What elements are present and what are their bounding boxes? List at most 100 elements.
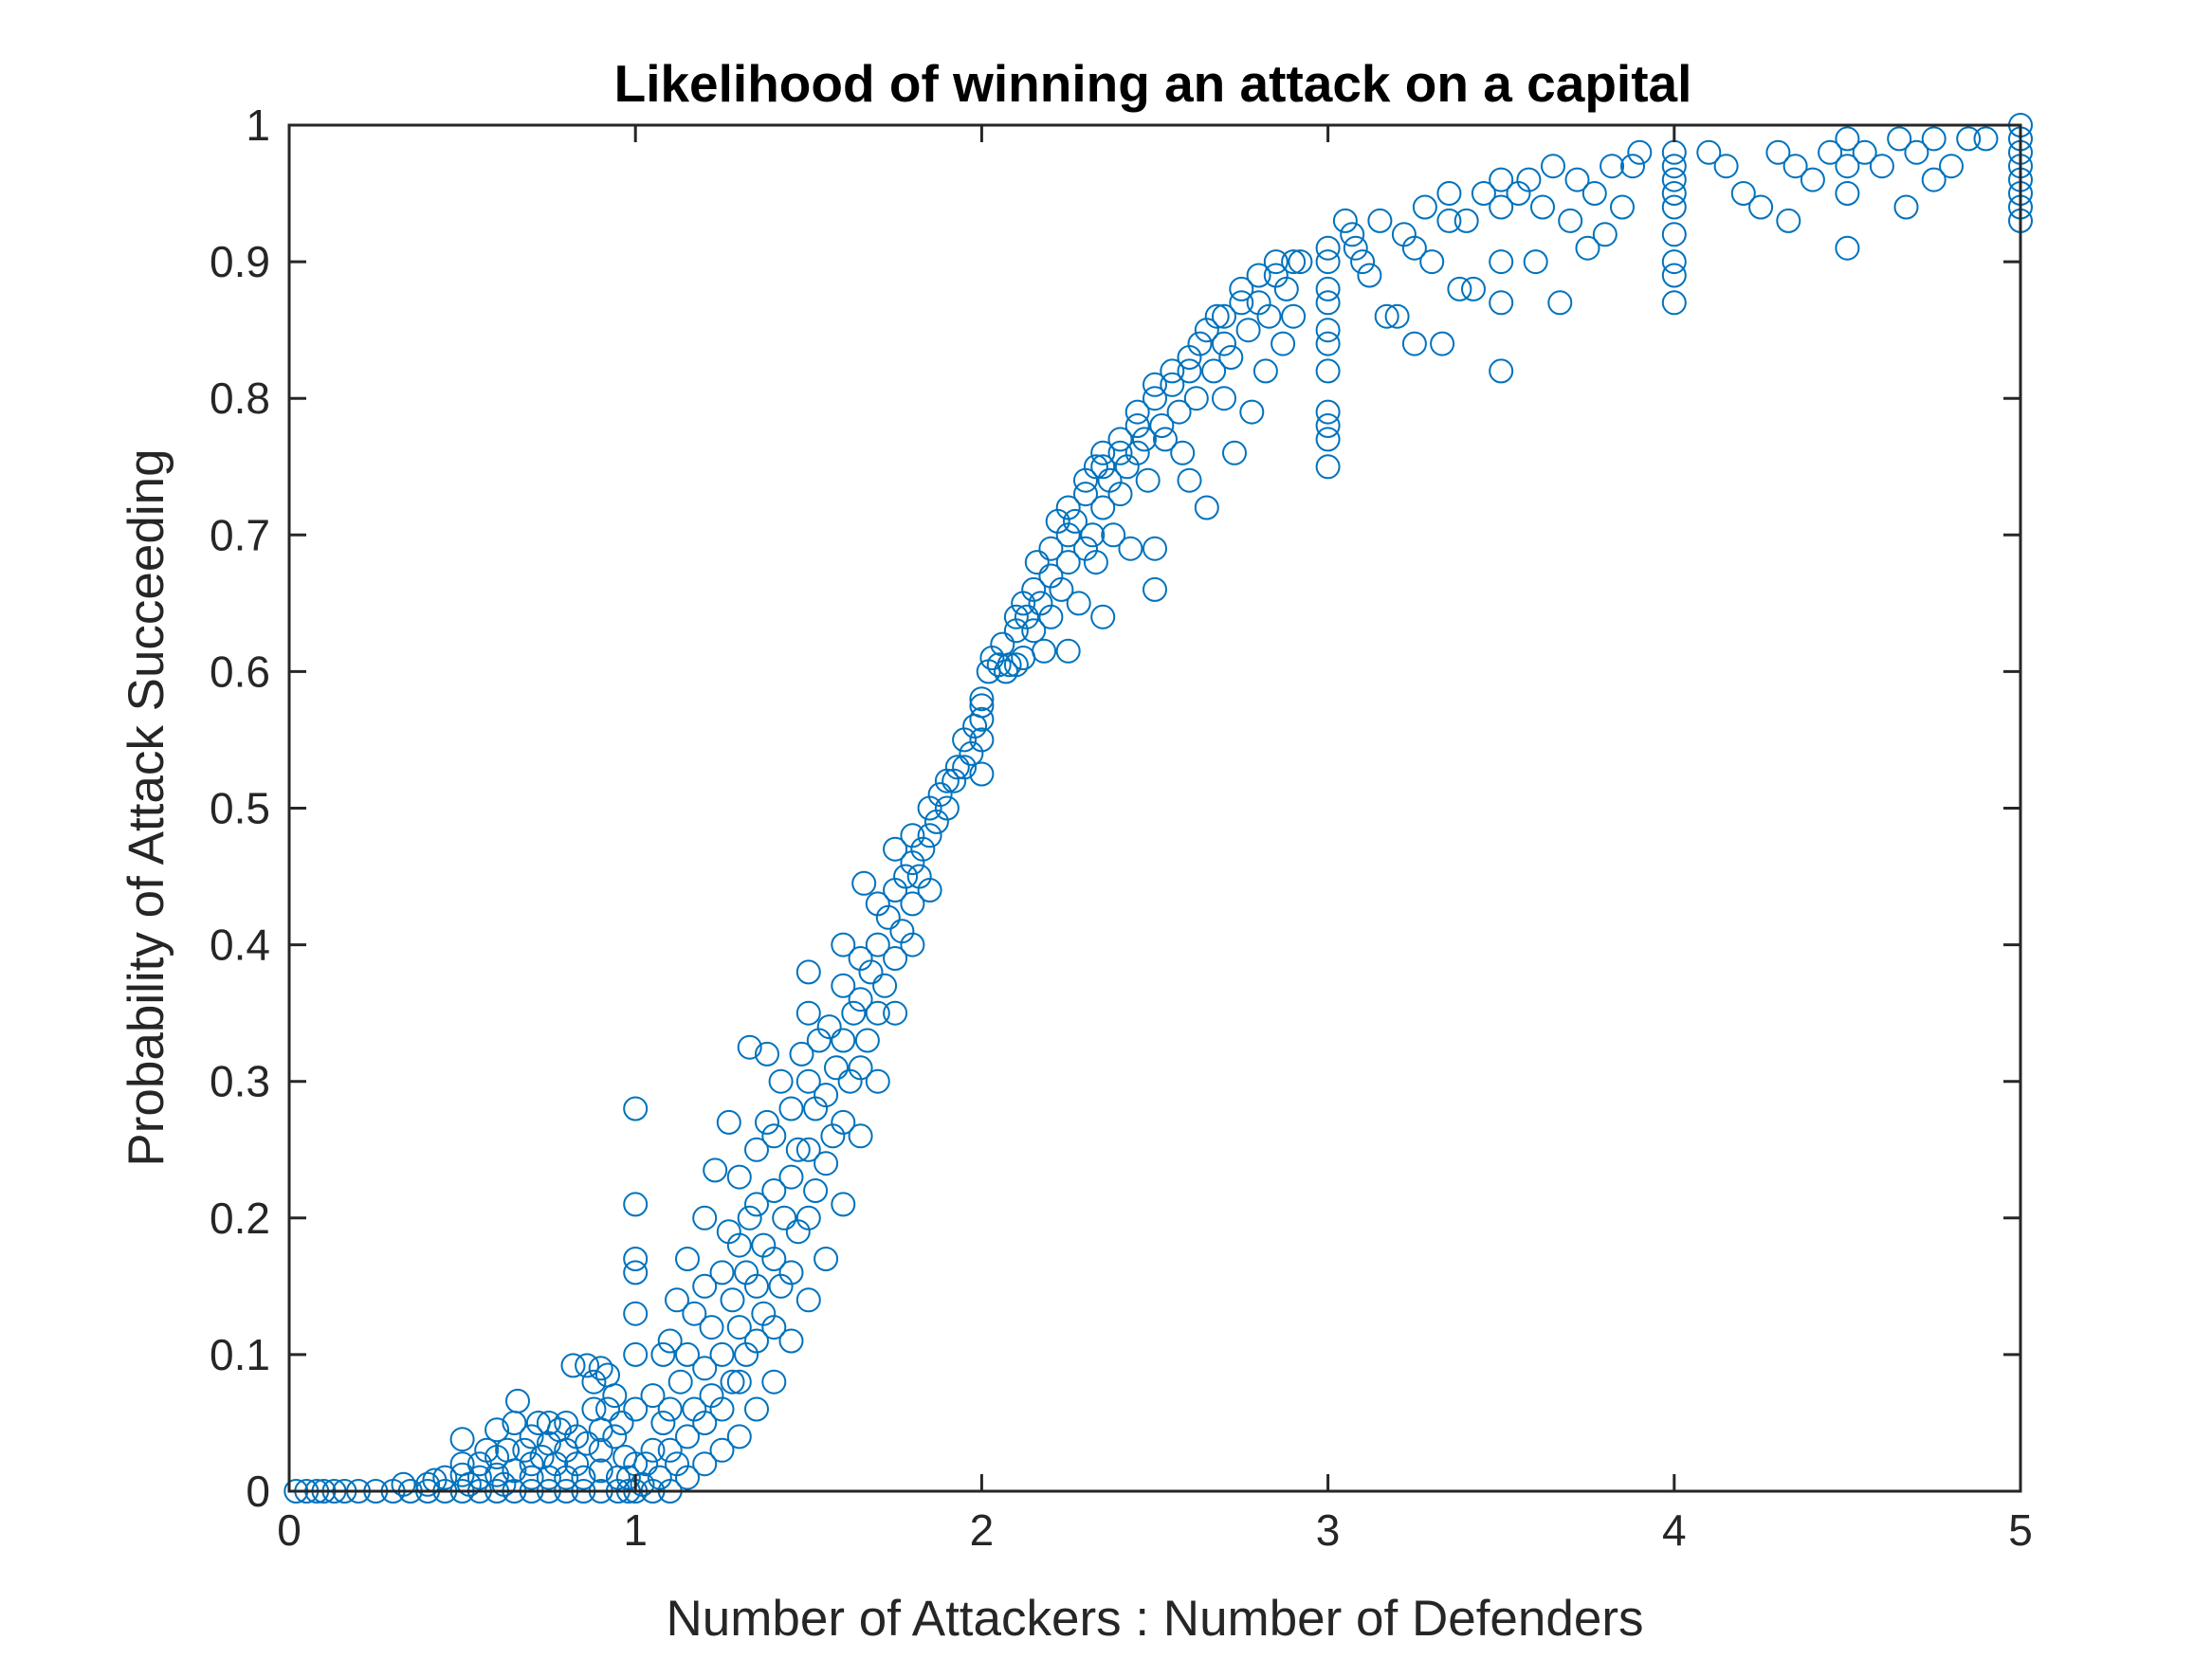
data-point: [755, 1109, 779, 1135]
data-point: [1256, 303, 1282, 329]
data-point: [1661, 194, 1687, 220]
data-point: [1055, 638, 1081, 664]
data-point: [795, 1287, 821, 1313]
data-point: [1893, 194, 1919, 220]
data-point: [848, 1055, 873, 1081]
data-point: [657, 1437, 683, 1463]
data-point: [744, 1273, 769, 1299]
data-point: [1436, 181, 1462, 206]
data-point: [1315, 276, 1341, 301]
data-point: [575, 1431, 600, 1456]
data-point: [449, 1427, 475, 1452]
data-point: [1315, 235, 1341, 261]
data-point: [709, 1341, 735, 1367]
data-point: [865, 932, 890, 957]
data-point: [466, 1465, 492, 1490]
data-point: [1489, 194, 1514, 220]
data-point: [854, 1028, 880, 1053]
data-point: [474, 1437, 500, 1463]
data-point: [1107, 440, 1133, 465]
data-point: [536, 1465, 561, 1490]
x-tick-label: 3: [1316, 1505, 1341, 1555]
data-point: [623, 1192, 649, 1217]
data-point: [969, 761, 995, 787]
points-layer: [283, 113, 2033, 1504]
data-point: [1063, 508, 1088, 534]
data-point: [1661, 181, 1687, 206]
data-point: [917, 878, 942, 902]
data-point: [595, 1396, 620, 1422]
data-point: [1177, 358, 1202, 384]
data-point: [1904, 139, 1929, 165]
data-point: [883, 946, 908, 971]
data-point: [1800, 167, 1825, 192]
data-point: [1852, 139, 1877, 165]
data-point: [1235, 318, 1261, 343]
data-point: [996, 652, 1022, 678]
data-point: [986, 652, 1012, 678]
data-point: [1055, 522, 1081, 548]
data-point: [1212, 386, 1236, 411]
x-tick-label: 2: [970, 1505, 995, 1555]
data-point: [755, 1041, 779, 1066]
data-point: [716, 1109, 741, 1135]
data-point: [944, 755, 970, 780]
y-tick-label: 0.7: [210, 510, 270, 559]
data-point: [588, 1458, 613, 1484]
y-axis-label: Probability of Attack Succeeding: [119, 448, 174, 1166]
data-point: [1090, 495, 1116, 520]
data-point: [1201, 358, 1227, 384]
data-point: [623, 1341, 649, 1367]
data-point: [581, 1396, 607, 1422]
data-point: [1489, 167, 1514, 192]
data-point: [1592, 222, 1618, 247]
data-point: [1011, 646, 1036, 670]
data-point: [692, 1451, 718, 1477]
data-point: [1887, 126, 1912, 152]
data-point: [692, 1273, 718, 1299]
data-point: [893, 864, 919, 889]
data-point: [1038, 604, 1064, 629]
data-point: [675, 1465, 700, 1490]
data-point: [484, 1417, 510, 1443]
data-point: [1541, 154, 1565, 179]
data-point: [1055, 495, 1081, 520]
data-point: [772, 1205, 797, 1231]
data-point: [795, 1137, 821, 1162]
data-point: [1315, 290, 1341, 316]
ticks-layer: 0 1 2 3 4 5 0 0.1 0.2 0.3 0.4 0.5 0.6 0.7 0.8 0.9 1: [210, 100, 2033, 1555]
data-point: [571, 1465, 596, 1490]
data-point: [848, 1123, 873, 1149]
data-point: [1090, 440, 1116, 465]
data-point: [692, 1411, 718, 1435]
data-point: [1835, 154, 1860, 179]
data-point: [789, 1041, 814, 1066]
data-point: [1229, 276, 1254, 301]
data-point: [917, 823, 942, 848]
data-point: [1453, 208, 1479, 233]
data-point: [1073, 482, 1098, 507]
data-point: [927, 782, 953, 808]
data-point: [1696, 139, 1722, 165]
x-tick-label: 4: [1662, 1505, 1687, 1555]
data-point: [900, 891, 925, 917]
data-point: [841, 1000, 867, 1026]
data-point: [744, 1396, 769, 1422]
data-point: [1003, 652, 1029, 678]
data-point: [1118, 536, 1143, 561]
data-point: [1160, 358, 1185, 384]
data-point: [814, 1151, 839, 1176]
data-point: [1367, 208, 1393, 233]
data-point: [1315, 413, 1341, 438]
data-point: [831, 1192, 856, 1217]
data-point: [969, 727, 995, 753]
data-point: [1835, 181, 1860, 206]
data-point: [1194, 495, 1219, 520]
data-point: [720, 1369, 745, 1395]
data-point: [1436, 208, 1462, 233]
data-point: [814, 1247, 839, 1271]
data-point: [761, 1369, 787, 1395]
data-point: [1340, 222, 1365, 247]
data-point: [816, 1014, 842, 1040]
